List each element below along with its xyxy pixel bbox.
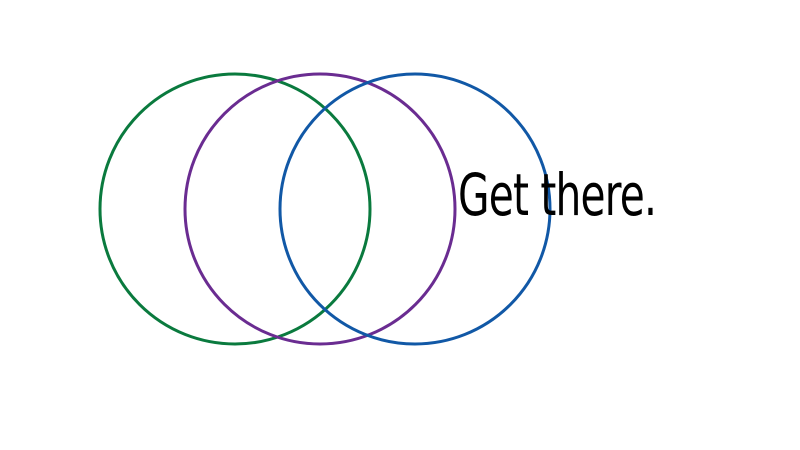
left-circle [98,72,372,346]
tagline-text: Get there. [458,161,657,229]
middle-circle [183,72,457,346]
right-circle [278,72,552,346]
